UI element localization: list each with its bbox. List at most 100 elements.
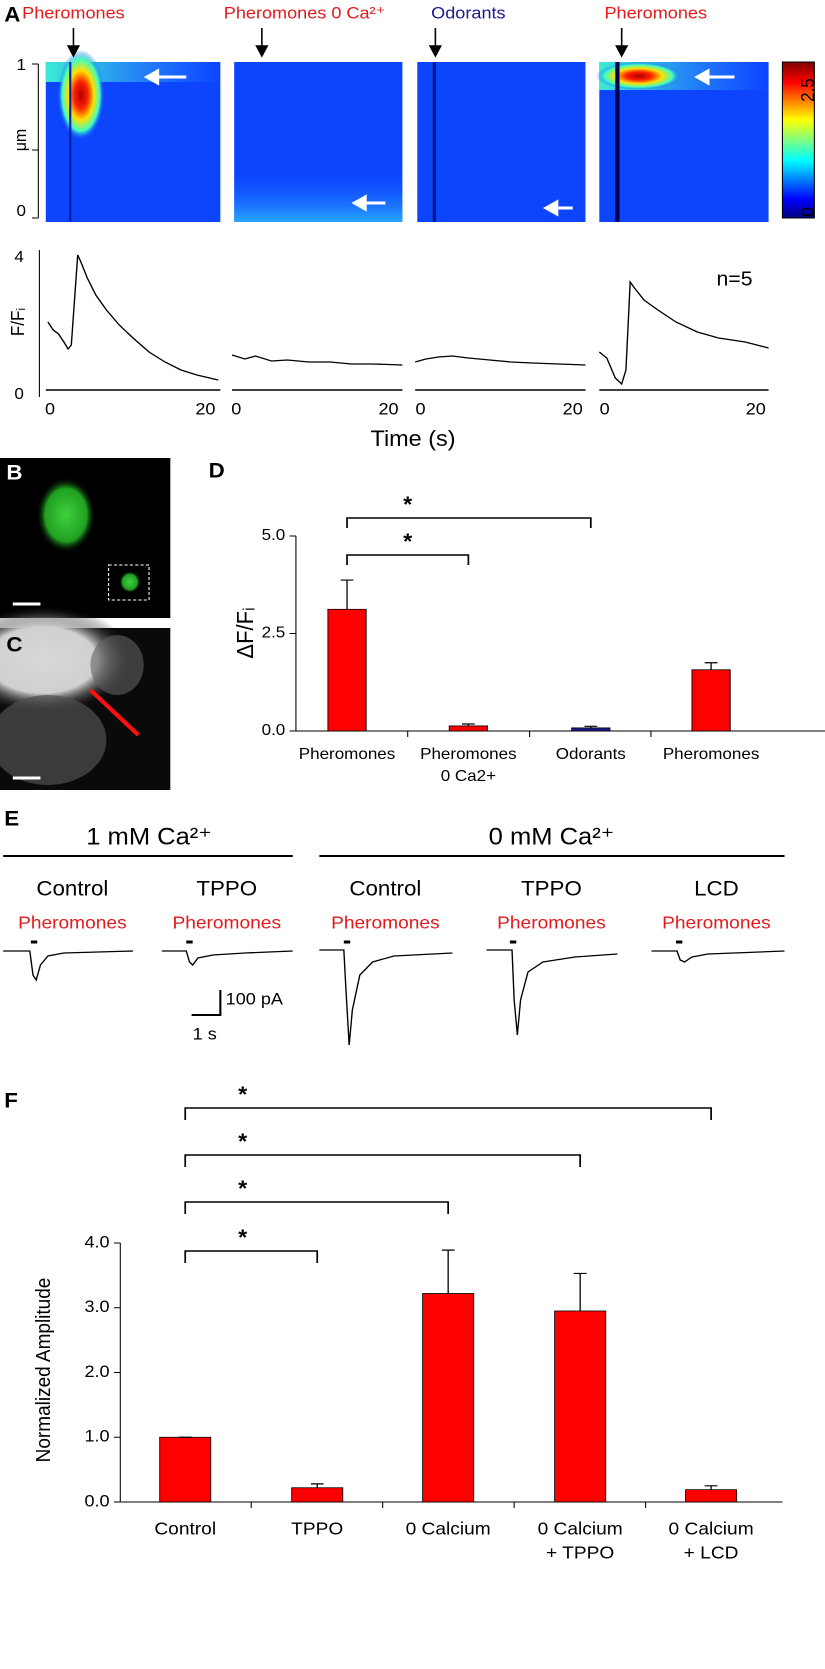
bar — [159, 1436, 212, 1503]
stimulus-label: Pheromones — [172, 912, 281, 932]
significance-label: * — [238, 1128, 247, 1153]
stimulus-label: Pheromones — [662, 912, 771, 932]
x-tick-label: Pheromones — [420, 745, 517, 763]
stimulus-label: Pheromones 0 Ca²⁺ — [224, 3, 385, 22]
arrows — [143, 68, 735, 217]
tissue — [90, 635, 144, 695]
conditions: Control Pheromones TPPO Pheromones Control Ph… — [18, 876, 771, 932]
significance-label: * — [238, 1224, 247, 1249]
stimulus-labels: Pheromones Pheromones 0 Ca²⁺ Odorants Phero… — [22, 3, 707, 22]
x-tick-label: 20 — [563, 399, 583, 418]
bar — [291, 1487, 344, 1503]
stimulus-label: Odorants — [431, 3, 506, 22]
bar — [571, 727, 611, 732]
x-tick-label: 20 — [195, 399, 215, 418]
error-bar — [584, 725, 598, 728]
x-tick-label: TPPO — [291, 1518, 343, 1538]
significance-label: * — [403, 491, 412, 516]
x-tick-label: Control — [154, 1518, 216, 1538]
x-tick-label: + TPPO — [546, 1542, 614, 1562]
y-tick-label: 4.0 — [84, 1232, 109, 1251]
error-bar — [704, 1485, 718, 1490]
x-tick-label: 0 — [600, 399, 610, 418]
panel-label: D — [209, 458, 225, 482]
significance-bracket — [184, 1107, 712, 1120]
tissue — [0, 695, 107, 785]
x-tick-label: 20 — [378, 399, 398, 418]
x-tick-label: 0 Calcium — [538, 1518, 623, 1538]
x-tick-label: Pheromones — [663, 745, 760, 763]
y-axis-label: F/Fᵢ — [7, 308, 28, 336]
x-tick-label: 20 — [746, 399, 766, 418]
x-tick-label: Pheromones — [299, 745, 396, 763]
panel-label: C — [6, 632, 22, 656]
significance-bracket — [184, 1201, 450, 1214]
x-tick-label: 0 — [415, 399, 425, 418]
panel-label: F — [4, 1088, 18, 1112]
panel-label: E — [4, 806, 19, 830]
heatmaps — [45, 28, 769, 222]
significance-bracket — [184, 1250, 319, 1263]
y-axis-label: ΔF/Fᵢ — [232, 607, 259, 658]
error-bar — [704, 662, 718, 670]
panel-label: A — [4, 2, 20, 26]
x-tick-label: 0 Calcium — [669, 1518, 754, 1538]
colorbar-label: 2.5 — [797, 78, 818, 102]
y-tick-label: 5.0 — [262, 526, 286, 544]
x-ticks: 0 20 0 20 0 20 0 20 — [45, 399, 766, 418]
significance-bracket — [184, 1154, 582, 1167]
x-tick-label: 0 Ca2+ — [441, 767, 496, 785]
bar — [327, 608, 367, 732]
group-label: 0 mM Ca²⁺ — [489, 824, 615, 850]
error-bar — [462, 723, 475, 726]
condition-label: LCD — [694, 876, 739, 900]
tick-label: 0 — [14, 385, 23, 403]
x-tick-label: 0 Calcium — [406, 1518, 491, 1538]
significance-label: * — [238, 1175, 247, 1200]
stimulus-label: Pheromones — [604, 3, 707, 22]
current-traces — [3, 940, 785, 1046]
group-label: 1 mM Ca²⁺ — [86, 824, 212, 850]
x-tick-label: 0 — [45, 399, 55, 418]
bar — [685, 1489, 738, 1503]
cell — [119, 571, 141, 593]
stimulus-label: Pheromones — [331, 912, 440, 932]
heatmap-hotspot — [57, 50, 105, 140]
significance-bracket — [346, 554, 470, 565]
colorbar-label: 0 — [797, 207, 818, 217]
scale-label: 100 pA — [226, 989, 284, 1008]
traces — [45, 254, 769, 391]
x-axis-label: Time (s) — [371, 425, 456, 450]
scale-label: 1 s — [193, 1024, 217, 1043]
stimulus-label: Pheromones — [18, 912, 127, 932]
roi-box — [108, 564, 150, 601]
heatmap — [417, 62, 586, 222]
n-label: n=5 — [716, 268, 752, 290]
y-tick-label: 2.5 — [262, 623, 286, 641]
x-tick-label: 0 — [231, 399, 241, 418]
heatmap-band — [234, 170, 403, 222]
y-tick-label: 1.0 — [84, 1426, 109, 1445]
bar — [554, 1310, 607, 1503]
tick-label: 4 — [14, 248, 23, 266]
colorbar — [781, 61, 815, 219]
error-bar — [441, 1249, 455, 1294]
significance-label: * — [238, 1081, 247, 1106]
stimulus-arrows — [66, 28, 629, 58]
error-bar — [340, 579, 354, 610]
stimulus-label: Pheromones — [497, 912, 606, 932]
error-bar — [310, 1483, 324, 1488]
bar — [422, 1293, 475, 1503]
scale-bar — [191, 990, 222, 1016]
condition-label: TPPO — [196, 876, 257, 900]
significance-label: * — [403, 528, 412, 553]
y-tick-label: 0.0 — [84, 1491, 109, 1510]
axis-label: 1 — [17, 56, 26, 74]
error-bar — [573, 1272, 587, 1311]
bar — [691, 669, 731, 732]
y-axis-label: μm — [10, 129, 30, 152]
stimulus-label: Pheromones — [22, 3, 125, 22]
y-tick-label: 2.0 — [84, 1362, 109, 1381]
heatmap-hotspot — [596, 62, 682, 90]
